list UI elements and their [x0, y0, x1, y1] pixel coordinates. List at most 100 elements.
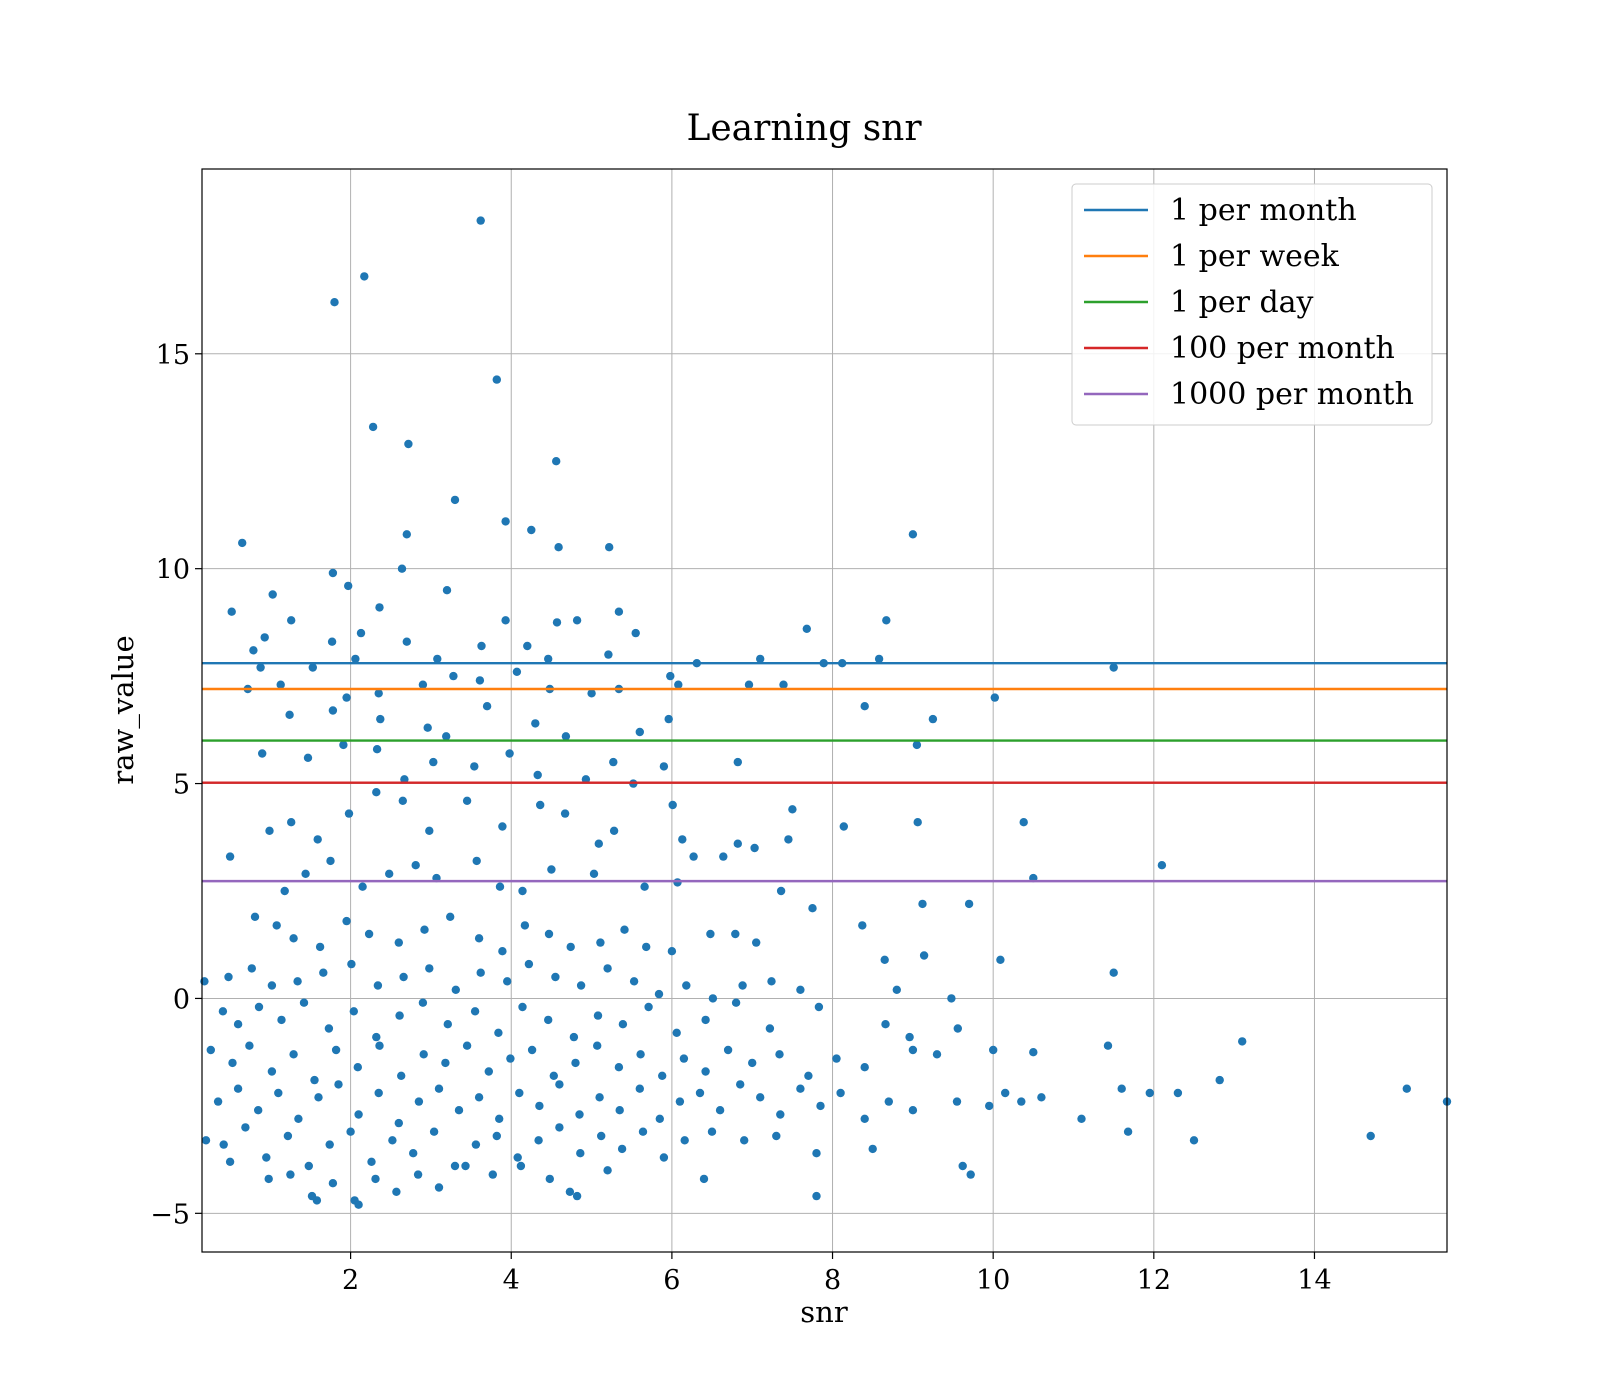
scatter-point	[315, 942, 325, 952]
scatter-point	[372, 1032, 381, 1042]
scatter-point	[388, 1136, 397, 1145]
scatter-point	[884, 1097, 893, 1106]
scatter-point	[804, 1071, 813, 1081]
scatter-point	[796, 1084, 805, 1093]
scatter-point	[376, 714, 385, 724]
scatter-point	[1001, 1088, 1010, 1098]
scatter-point	[860, 702, 869, 711]
scatter-point	[882, 616, 891, 625]
scatter-point	[740, 1136, 749, 1145]
scatter-point	[450, 495, 460, 505]
scatter-point	[372, 788, 381, 797]
scatter-point	[518, 886, 527, 896]
scatter-point	[595, 1093, 604, 1102]
scatter-point	[699, 1174, 709, 1184]
y-tick-label: −5	[150, 1199, 190, 1230]
scatter-point	[294, 1114, 303, 1124]
scatter-point	[644, 1002, 653, 1012]
scatter-point	[952, 1097, 962, 1106]
scatter-point	[533, 770, 542, 780]
threshold-lines-layer	[202, 662, 1447, 883]
scatter-point	[535, 1101, 544, 1111]
scatter-point	[503, 977, 512, 986]
scatter-point	[324, 1024, 334, 1033]
scatter-point	[442, 586, 452, 595]
scatter-point	[374, 1088, 383, 1098]
scatter-point	[736, 1080, 745, 1089]
scatter-point	[331, 1045, 341, 1055]
scatter-point	[398, 796, 407, 805]
scatter-point	[812, 1149, 821, 1158]
scatter-point	[513, 1153, 522, 1162]
scatter-point	[425, 964, 434, 973]
scatter-point	[225, 1157, 235, 1167]
scatter-point	[576, 981, 586, 990]
scatter-point	[635, 1084, 644, 1093]
scatter-point	[551, 972, 560, 982]
legend-entry: 1 per month	[1170, 193, 1357, 228]
scatter-point	[492, 1131, 501, 1141]
scatter-point	[750, 843, 759, 853]
scatter-point	[775, 1050, 784, 1059]
scatter-point	[1366, 1131, 1375, 1141]
scatter-point	[808, 904, 817, 913]
scatter-point	[225, 852, 235, 861]
scatter-point	[756, 654, 765, 664]
scatter-point	[443, 1019, 452, 1029]
scatter-point	[488, 1170, 497, 1179]
scatter-point	[672, 1028, 681, 1038]
scatter-point	[738, 981, 747, 990]
scatter-point	[814, 1002, 824, 1012]
scatter-point	[802, 624, 811, 633]
scatter-point	[385, 869, 394, 878]
scatter-point	[701, 1015, 710, 1025]
scatter-point	[274, 1088, 283, 1098]
scatter-point	[932, 1050, 942, 1059]
scatter-point	[328, 568, 338, 578]
scatter-point	[544, 1015, 553, 1025]
scatter-point	[527, 525, 536, 535]
scatter-point	[1019, 818, 1028, 827]
scatter-point	[1145, 1088, 1155, 1098]
scatter-point	[477, 641, 486, 651]
scatter-point	[913, 818, 922, 827]
scatter-point	[880, 955, 889, 964]
scatter-point	[356, 628, 366, 638]
scatter-point	[326, 856, 335, 866]
scatter-point	[695, 1088, 705, 1098]
scatter-point	[675, 1097, 685, 1106]
scatter-point	[614, 607, 624, 616]
scatter-point	[254, 1106, 263, 1115]
scatter-point	[966, 1170, 975, 1179]
x-tick-label: 14	[1297, 1265, 1331, 1296]
scatter-point	[996, 955, 1005, 964]
scatter-point	[224, 972, 233, 982]
scatter-point	[547, 865, 556, 874]
scatter-point	[1173, 1088, 1183, 1098]
scatter-point	[276, 680, 285, 689]
scatter-point	[609, 757, 618, 767]
scatter-point	[301, 869, 310, 878]
scatter-point	[475, 676, 485, 685]
scatter-point	[344, 581, 353, 591]
scatter-point	[501, 517, 510, 526]
scatter-point	[752, 938, 761, 947]
scatter-point	[733, 839, 742, 848]
scatter-point	[912, 740, 922, 750]
scatter-point	[523, 641, 532, 651]
scatter-point	[776, 1110, 785, 1119]
scatter-point	[420, 925, 429, 934]
scatter-point	[342, 693, 351, 702]
scatter-point	[313, 835, 322, 844]
scatter-point	[629, 977, 639, 986]
scatter-point	[325, 1140, 334, 1149]
x-tick-label: 12	[1137, 1265, 1171, 1296]
scatter-point	[268, 590, 277, 599]
scatter-point	[816, 1101, 825, 1111]
scatter-point	[319, 968, 328, 977]
scatter-point	[534, 1136, 543, 1145]
scatter-point	[285, 710, 294, 719]
scatter-point	[603, 1166, 612, 1175]
scatter-point	[364, 929, 374, 939]
scatter-point	[784, 835, 793, 844]
